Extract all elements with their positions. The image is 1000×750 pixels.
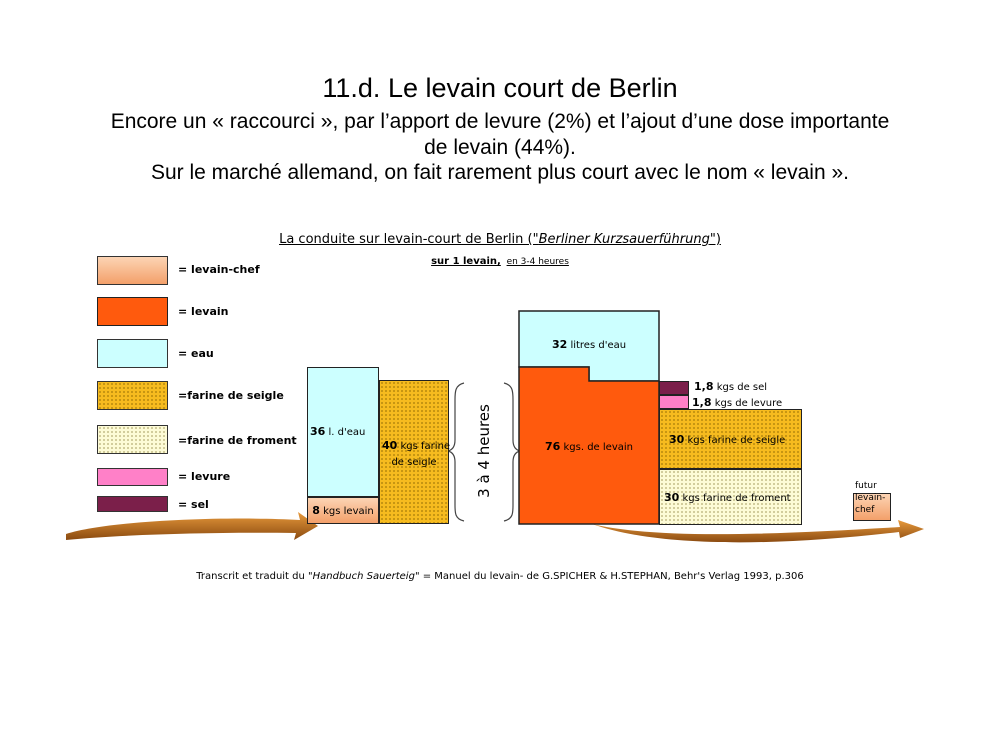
before-seigle-label: 40 kgs farine	[382, 438, 450, 454]
before-seigle-unit: kgs farine	[400, 441, 451, 452]
footer-suffix: " = Manuel du levain- de G.SPICHER & H.S…	[414, 571, 804, 582]
legend-label-seigle: =farine de seigle	[178, 389, 284, 402]
before-levain-chef-unit: kgs levain	[323, 506, 374, 517]
futur-line-2: levain-	[855, 493, 886, 503]
after-levain-shape	[518, 310, 660, 525]
legend-swatch-froment	[97, 425, 168, 454]
before-eau-value: 36	[310, 425, 326, 438]
left-swoosh-arrow	[66, 512, 318, 540]
legend-label-levure: = levure	[178, 470, 231, 483]
before-eau-block	[307, 367, 379, 497]
before-eau-label: 36 l. d'eau	[310, 424, 365, 440]
legend-label-levain: = levain	[178, 305, 229, 318]
after-seigle-block	[659, 409, 802, 469]
after-levure-unit: kgs de levure	[714, 398, 783, 409]
after-froment-label: 30 kgs farine de froment	[664, 490, 791, 506]
before-levain-chef-block	[307, 497, 379, 524]
diagram-subtitle-bold: sur 1 levain,	[431, 256, 501, 267]
diagram-subtitle-rest: en 3-4 heures	[506, 257, 569, 267]
legend-swatch-levain	[97, 297, 168, 326]
after-froment-block	[659, 469, 802, 525]
after-eau-value: 32	[551, 338, 568, 351]
legend-swatch-levure	[97, 468, 168, 486]
legend-swatch-seigle	[97, 381, 168, 410]
after-levain-unit: kgs. de levain	[563, 442, 633, 453]
after-sel-label: 1,8 kgs de sel	[694, 379, 767, 395]
futur-line-3: chef	[855, 505, 875, 515]
after-levain-value: 76	[545, 440, 561, 453]
after-eau-unit: litres d'eau	[570, 340, 627, 351]
after-levure-label: 1,8 kgs de levure	[692, 395, 782, 411]
diagram-title-suffix: ")	[709, 232, 721, 247]
after-froment-value: 30	[664, 491, 680, 504]
before-levain-chef-label: 8 kgs levain	[307, 503, 379, 519]
after-levure-value: 1,8	[692, 396, 712, 409]
diagram-title-prefix: La conduite sur levain-court de Berlin (…	[279, 232, 539, 247]
futur-line-1: futur	[855, 481, 877, 491]
after-seigle-value: 30	[669, 433, 685, 446]
diagram-title-italic: Berliner Kurzsauerführung	[538, 232, 710, 247]
before-seigle-unit-line2: de seigle	[391, 457, 437, 468]
after-sel-unit: kgs de sel	[716, 382, 768, 393]
diagram-title: La conduite sur levain-court de Berlin (…	[0, 232, 1000, 247]
right-swoosh-arrow	[592, 520, 924, 543]
brace-left	[447, 382, 465, 522]
page-title: 11.d. Le levain court de Berlin	[322, 73, 678, 103]
futur-levain-chef-block	[853, 493, 891, 521]
legend-label-eau: = eau	[178, 347, 214, 360]
source-footer: Transcrit et traduit du "Handbuch Sauert…	[0, 571, 1000, 582]
footer-italic: Handbuch Sauerteig	[312, 571, 415, 582]
after-froment-unit: kgs farine de froment	[682, 493, 791, 504]
legend-swatch-eau	[97, 339, 168, 368]
footer-prefix: Transcrit et traduit du "	[196, 571, 313, 582]
before-eau-unit: l. d'eau	[328, 427, 366, 438]
diagram-subtitle: sur 1 levain, en 3-4 heures	[0, 256, 1000, 267]
legend-label-sel: = sel	[178, 498, 209, 511]
after-levain-label: 76 kgs. de levain	[518, 439, 660, 455]
before-seigle-block	[379, 380, 449, 524]
subtitle-line-1: Encore un « raccourci », par l’apport de…	[110, 110, 890, 133]
subtitle-line-2: de levain (44%).	[424, 136, 576, 159]
before-seigle-value: 40	[382, 439, 398, 452]
legend-label-froment: =farine de froment	[178, 434, 297, 447]
before-levain-chef-value: 8	[312, 504, 320, 517]
after-sel-block	[659, 381, 689, 395]
legend-swatch-levain-chef	[97, 256, 168, 285]
legend-swatch-sel	[97, 496, 168, 512]
legend-label-levain-chef: = levain-chef	[178, 263, 260, 276]
subtitle-line-3: Sur le marché allemand, on fait rarement…	[150, 161, 849, 184]
time-label: 3 à 4 heures	[475, 404, 493, 498]
after-seigle-label: 30 kgs farine de seigle	[669, 432, 785, 448]
after-sel-value: 1,8	[694, 380, 714, 393]
after-eau-label: 32 litres d'eau	[518, 337, 660, 353]
futur-levain-chef-label: futur levain- chef	[855, 480, 885, 516]
after-seigle-unit: kgs farine de seigle	[687, 435, 786, 446]
after-levure-block	[659, 395, 689, 409]
